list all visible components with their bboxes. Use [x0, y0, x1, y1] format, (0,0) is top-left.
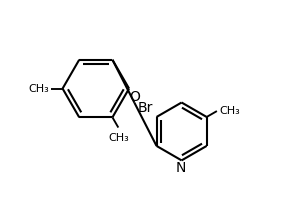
Text: CH₃: CH₃ — [28, 84, 49, 93]
Text: O: O — [129, 90, 140, 104]
Text: N: N — [175, 161, 186, 175]
Text: CH₃: CH₃ — [219, 106, 240, 116]
Text: CH₃: CH₃ — [108, 133, 129, 143]
Text: Br: Br — [138, 101, 153, 116]
